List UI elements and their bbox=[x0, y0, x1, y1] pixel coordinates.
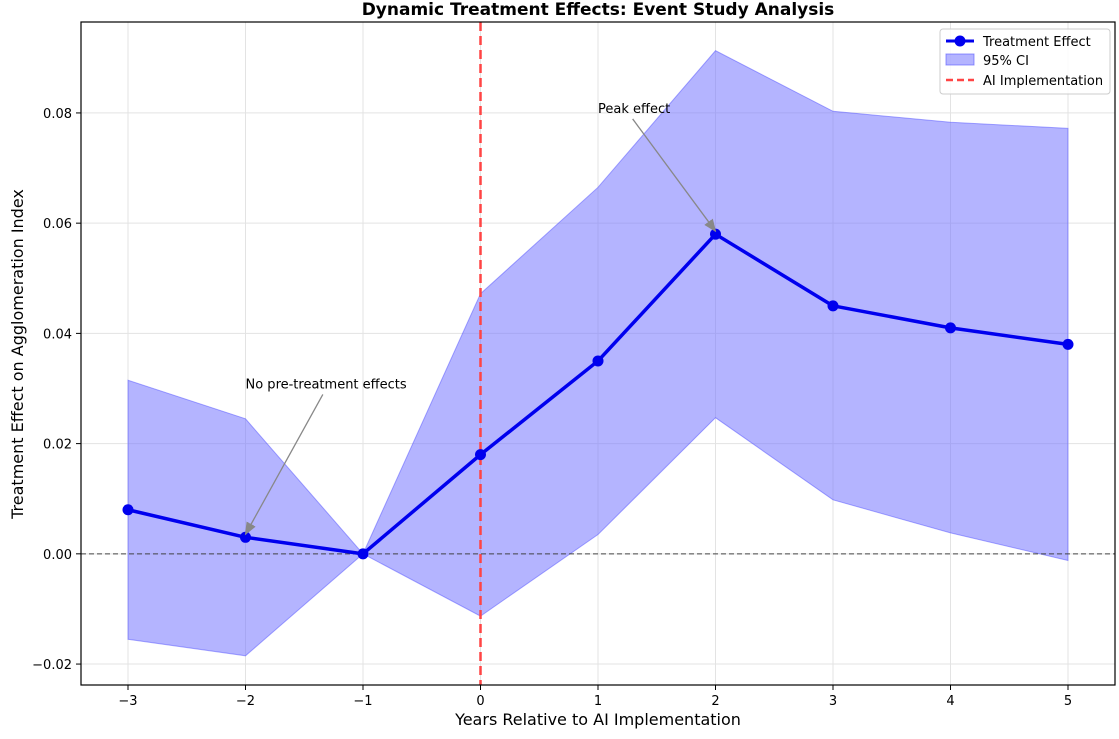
data-point bbox=[1062, 338, 1074, 350]
x-tick-label: 4 bbox=[946, 694, 954, 709]
annotation-arrow bbox=[244, 394, 324, 536]
x-tick-label: 1 bbox=[594, 694, 602, 709]
y-tick-label: 0.00 bbox=[43, 548, 72, 563]
reference-lines-layer bbox=[81, 22, 1115, 685]
legend-swatch-ci bbox=[945, 53, 975, 66]
data-point bbox=[357, 548, 369, 560]
data-point bbox=[475, 449, 486, 461]
data-point bbox=[827, 300, 839, 312]
y-tick-label: 0.08 bbox=[43, 107, 72, 122]
chart-title: Dynamic Treatment Effects: Event Study A… bbox=[362, 0, 835, 20]
legend-label-ci: 95% CI bbox=[983, 54, 1029, 69]
data-point bbox=[945, 322, 956, 334]
data-point bbox=[592, 355, 604, 367]
annotation-arrow bbox=[632, 118, 717, 233]
ticks-layer: −3 −2 −1 0 1 2 3 4 5 −0.02 0.00 0.02 0.04 0.06 0.08 bbox=[32, 107, 1072, 709]
y-tick-label: 0.04 bbox=[43, 327, 72, 342]
x-tick-label: −1 bbox=[353, 694, 372, 709]
legend-label-ai-implementation: AI Implementation bbox=[983, 74, 1103, 89]
annotation-text: Peak effect bbox=[598, 102, 670, 117]
y-tick-label: −0.02 bbox=[32, 658, 72, 673]
series-layer bbox=[122, 228, 1074, 560]
x-tick-label: −3 bbox=[118, 694, 137, 709]
legend: Treatment Effect 95% CI AI Implementatio… bbox=[939, 28, 1111, 95]
annotation-text: No pre-treatment effects bbox=[246, 377, 407, 392]
legend-label-treatment-effect: Treatment Effect bbox=[982, 35, 1091, 50]
x-tick-label: 0 bbox=[476, 694, 484, 709]
x-tick-label: 3 bbox=[829, 694, 837, 709]
legend-marker-treatment-effect bbox=[954, 35, 966, 47]
y-tick-label: 0.06 bbox=[43, 217, 72, 232]
x-tick-label: 5 bbox=[1064, 694, 1072, 709]
x-tick-label: 2 bbox=[711, 694, 719, 709]
y-tick-label: 0.02 bbox=[43, 438, 72, 453]
y-axis-label: Treatment Effect on Agglomeration Index bbox=[8, 189, 27, 520]
annotations-layer: No pre-treatment effects Peak effect bbox=[244, 102, 717, 536]
x-axis-label: Years Relative to AI Implementation bbox=[454, 710, 741, 729]
x-tick-label: −2 bbox=[236, 694, 255, 709]
data-point bbox=[122, 504, 134, 516]
legend-box bbox=[939, 28, 1111, 95]
